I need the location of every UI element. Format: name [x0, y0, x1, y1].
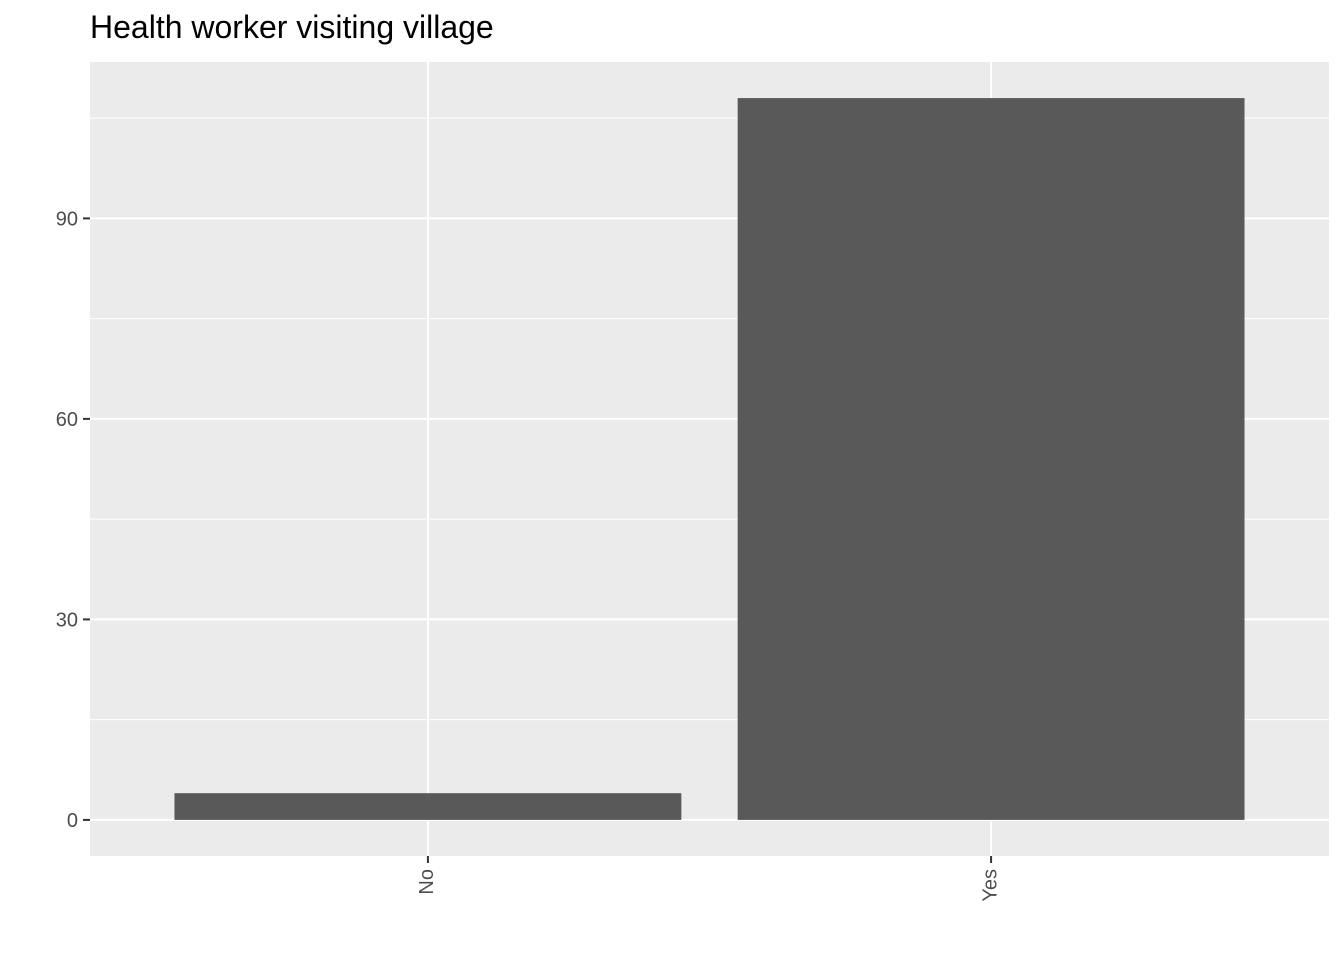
bar-yes	[737, 98, 1245, 820]
chart-title: Health worker visiting village	[90, 9, 494, 45]
x-tick-label-no: No	[416, 869, 438, 895]
y-tick-label: 0	[67, 810, 78, 832]
x-tick-label-yes: Yes	[979, 869, 1001, 902]
y-tick-label: 90	[56, 208, 78, 230]
bar-no	[174, 793, 682, 820]
bars-group	[174, 98, 1245, 820]
x-axis: No Yes	[416, 856, 1001, 902]
y-tick-label: 30	[56, 609, 78, 631]
y-tick-label: 60	[56, 409, 78, 431]
y-axis: 0 30 60 90	[56, 208, 90, 832]
